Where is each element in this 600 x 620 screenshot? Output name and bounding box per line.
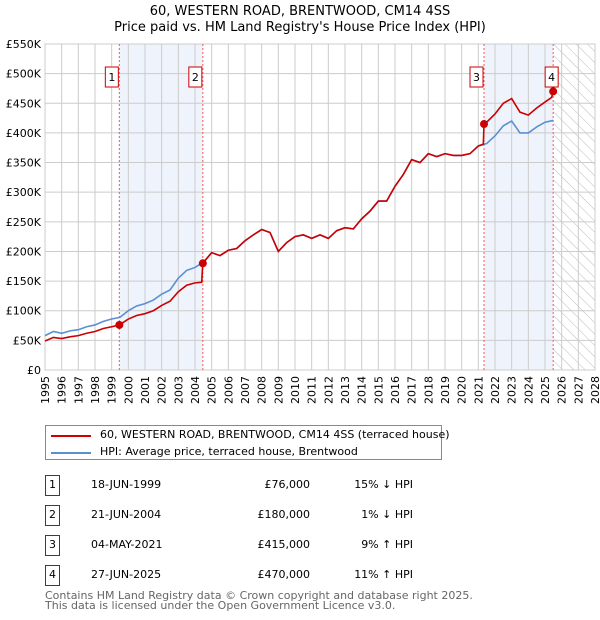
sale-date: 27-JUN-2025 <box>91 568 162 581</box>
sale-hpi-diff: 1% ↓ HPI <box>361 508 413 521</box>
shade-region <box>119 44 203 370</box>
x-tick-label: 2012 <box>322 376 335 404</box>
x-tick-label: 2020 <box>456 376 469 404</box>
sale-price: £470,000 <box>257 568 311 581</box>
x-tick-label: 2014 <box>356 376 369 404</box>
legend-label: HPI: Average price, terraced house, Bren… <box>100 445 358 458</box>
x-tick-label: 2009 <box>272 376 285 404</box>
footer-licence: This data is licensed under the Open Gov… <box>45 599 396 612</box>
y-tick-label: £300K <box>6 186 42 199</box>
property-line <box>44 91 554 342</box>
x-tick-label: 2007 <box>239 376 252 404</box>
x-tick-label: 2024 <box>522 376 535 404</box>
x-tick-label: 2003 <box>172 376 185 404</box>
sale-label: 4 <box>548 71 555 84</box>
x-tick-label: 2025 <box>539 376 552 404</box>
y-tick-label: £200K <box>6 245 42 258</box>
legend-swatch <box>51 452 91 454</box>
y-tick-label: £500K <box>6 68 42 81</box>
sale-label-box <box>104 66 119 88</box>
sale-label-box <box>469 66 484 88</box>
x-tick-label: 1998 <box>89 376 102 404</box>
x-tick-label: 2028 <box>589 376 600 404</box>
y-tick-label: £100K <box>6 305 42 318</box>
sale-marker <box>480 120 488 129</box>
plot-border <box>44 43 596 371</box>
x-tick-label: 1996 <box>56 376 69 404</box>
x-tick-label: 2010 <box>289 376 302 404</box>
x-tick-label: 1997 <box>72 376 85 404</box>
y-tick-label: £0 <box>27 364 41 377</box>
x-tick-label: 2023 <box>506 376 519 404</box>
sale-price: £180,000 <box>257 508 311 521</box>
sale-price: £415,000 <box>257 538 311 551</box>
y-tick-label: £550K <box>6 38 42 51</box>
sale-marker <box>549 87 558 96</box>
chart-title: 60, WESTERN ROAD, BRENTWOOD, CM14 4SS <box>149 4 451 19</box>
x-tick-label: 2002 <box>156 376 169 404</box>
x-tick-label: 2027 <box>572 376 585 404</box>
y-tick-label: £350K <box>6 157 42 170</box>
sale-marker <box>115 320 124 329</box>
x-tick-label: 2022 <box>489 376 502 404</box>
sale-label-box <box>188 66 203 88</box>
sale-label: 1 <box>108 71 115 84</box>
x-tick-label: 2016 <box>389 376 402 404</box>
x-tick-label: 2017 <box>406 376 419 404</box>
x-tick-label: 2021 <box>472 376 485 404</box>
legend-swatch <box>51 435 91 437</box>
forecast-hatch <box>553 44 595 370</box>
y-tick-label: £450K <box>6 97 42 110</box>
plot-area: 1995 1996 1997 1998 1999 2000 2001 2002 2003 2004… <box>6 38 600 404</box>
x-tick-label: 2011 <box>306 376 319 404</box>
sale-row: 4 27-JUN-2025 £470,000 11% ↑ HPI <box>45 565 465 587</box>
sale-row: 3 04-MAY-2021 £415,000 9% ↑ HPI <box>45 535 465 557</box>
sale-number: 3 <box>45 535 60 556</box>
x-tick-label: 2006 <box>222 376 235 404</box>
y-tick-label: £150K <box>6 275 42 288</box>
sale-date: 04-MAY-2021 <box>91 538 163 551</box>
sale-date: 21-JUN-2004 <box>91 508 162 521</box>
sale-price: £76,000 <box>264 478 311 491</box>
sale-marker <box>198 259 207 268</box>
x-tick-label: 2000 <box>122 376 135 404</box>
x-tick-label: 2008 <box>256 376 269 404</box>
y-tick-label: £50K <box>13 334 42 347</box>
x-tick-label: 2018 <box>422 376 435 404</box>
sale-hpi-diff: 15% ↓ HPI <box>354 478 413 491</box>
sale-row: 2 21-JUN-2004 £180,000 1% ↓ HPI <box>45 505 465 527</box>
y-tick-label: £400K <box>6 127 42 140</box>
sale-number: 1 <box>45 475 60 496</box>
legend: 60, WESTERN ROAD, BRENTWOOD, CM14 4SS (t… <box>45 425 450 460</box>
x-tick-label: 2019 <box>439 376 452 404</box>
sale-label-box <box>544 66 559 88</box>
footer-copyright: Contains HM Land Registry data © Crown c… <box>45 589 473 602</box>
sale-number: 2 <box>45 505 60 526</box>
x-tick-label: 1999 <box>106 376 119 404</box>
x-tick-label: 2013 <box>339 376 352 404</box>
x-tick-label: 2015 <box>372 376 385 404</box>
x-tick-label: 2026 <box>556 376 569 404</box>
sale-number: 4 <box>45 565 60 586</box>
sale-hpi-diff: 11% ↑ HPI <box>354 568 413 581</box>
sale-hpi-diff: 9% ↑ HPI <box>361 538 413 551</box>
x-tick-label: 2005 <box>206 376 219 404</box>
chart-subtitle: Price paid vs. HM Land Registry's House … <box>114 20 486 35</box>
legend-label: 60, WESTERN ROAD, BRENTWOOD, CM14 4SS (t… <box>100 428 450 441</box>
y-tick-label: £250K <box>6 216 42 229</box>
x-tick-label: 2004 <box>189 376 202 404</box>
x-tick-label: 2001 <box>139 376 152 404</box>
shade-region <box>484 44 554 370</box>
sale-date: 18-JUN-1999 <box>91 478 162 491</box>
sale-label: 2 <box>192 71 199 84</box>
sale-row: 1 18-JUN-1999 £76,000 15% ↓ HPI <box>45 475 465 497</box>
sale-label: 3 <box>473 71 480 84</box>
x-tick-label: 1995 <box>39 376 52 404</box>
